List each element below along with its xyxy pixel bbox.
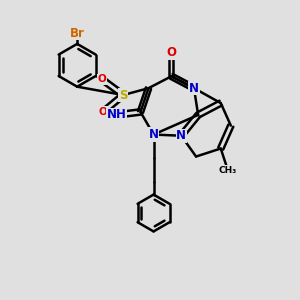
Text: Br: Br: [70, 27, 85, 40]
Text: NH: NH: [107, 108, 127, 122]
Text: CH₃: CH₃: [219, 166, 237, 175]
Text: N: N: [176, 129, 186, 142]
Text: O: O: [167, 46, 176, 59]
Text: N: N: [148, 128, 159, 141]
Text: O: O: [99, 107, 107, 117]
Text: S: S: [119, 88, 128, 101]
Text: N: N: [189, 82, 199, 95]
Text: O: O: [98, 74, 106, 84]
